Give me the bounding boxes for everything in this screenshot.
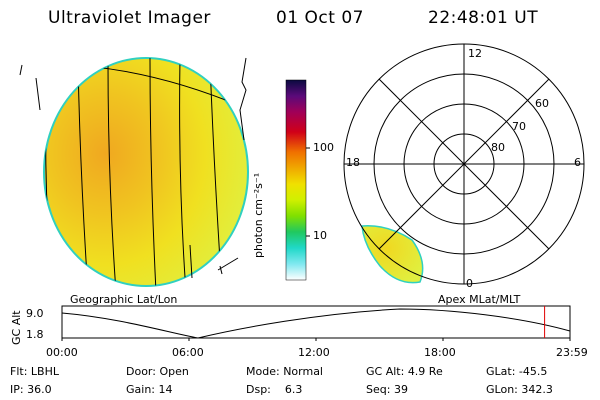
- timeline-xtick-0000: 00:00: [46, 346, 78, 359]
- info-glon: GLon: 342.3: [486, 383, 553, 396]
- mlat-label-70: 70: [512, 120, 526, 133]
- apex-caption: Apex MLat/MLT: [438, 293, 521, 306]
- info-ip: IP: 36.0: [10, 383, 52, 396]
- mlat-label-60: 60: [535, 97, 549, 110]
- colorbar-tick-100: 100: [313, 141, 334, 154]
- info-gain: Gain: 14: [126, 383, 173, 396]
- info-seq: Seq: 39: [366, 383, 408, 396]
- geographic-caption: Geographic Lat/Lon: [70, 293, 178, 306]
- coastline-fragment: [239, 57, 247, 141]
- earth-image: [19, 57, 249, 287]
- colorbar-unit-label: photon cm⁻²s⁻¹: [252, 172, 265, 258]
- altitude-curve: [61, 308, 571, 339]
- info-dsp: Dsp: 6.3: [246, 383, 303, 396]
- timeline-xtick-1200: 12:00: [298, 346, 330, 359]
- mlt-label-6: 6: [574, 156, 581, 169]
- mlt-label-12: 12: [468, 47, 482, 60]
- polar-plot: [343, 43, 585, 285]
- timeline-axis-label: GC Alt: [10, 310, 23, 345]
- timeline-ytick-9: 9.0: [26, 307, 44, 320]
- mlt-label-18: 18: [346, 156, 360, 169]
- info-mode: Mode: Normal: [246, 365, 323, 378]
- instrument-title: Ultraviolet Imager: [48, 8, 211, 28]
- mlt-label-0: 0: [466, 277, 473, 290]
- timeline-plot: [61, 305, 571, 341]
- timeline-xtick-0600: 06:00: [172, 346, 204, 359]
- colorbar-tick-10: 10: [313, 229, 327, 242]
- info-door: Door: Open: [126, 365, 189, 378]
- info-flt: Flt: LBHL: [10, 365, 59, 378]
- timeline-ytick-1-8: 1.8: [26, 328, 44, 341]
- time-label: 22:48:01 UT: [428, 8, 539, 28]
- info-glat: GLat: -45.5: [486, 365, 548, 378]
- mlat-label-80: 80: [491, 141, 505, 154]
- timeline-xtick-2359: 23:59: [556, 346, 588, 359]
- timeline-xtick-1800: 18:00: [424, 346, 456, 359]
- date-label: 01 Oct 07: [276, 8, 364, 28]
- colorbar: [285, 79, 310, 281]
- auroral-patch: [361, 225, 424, 284]
- info-gc-alt: GC Alt: 4.9 Re: [366, 365, 443, 378]
